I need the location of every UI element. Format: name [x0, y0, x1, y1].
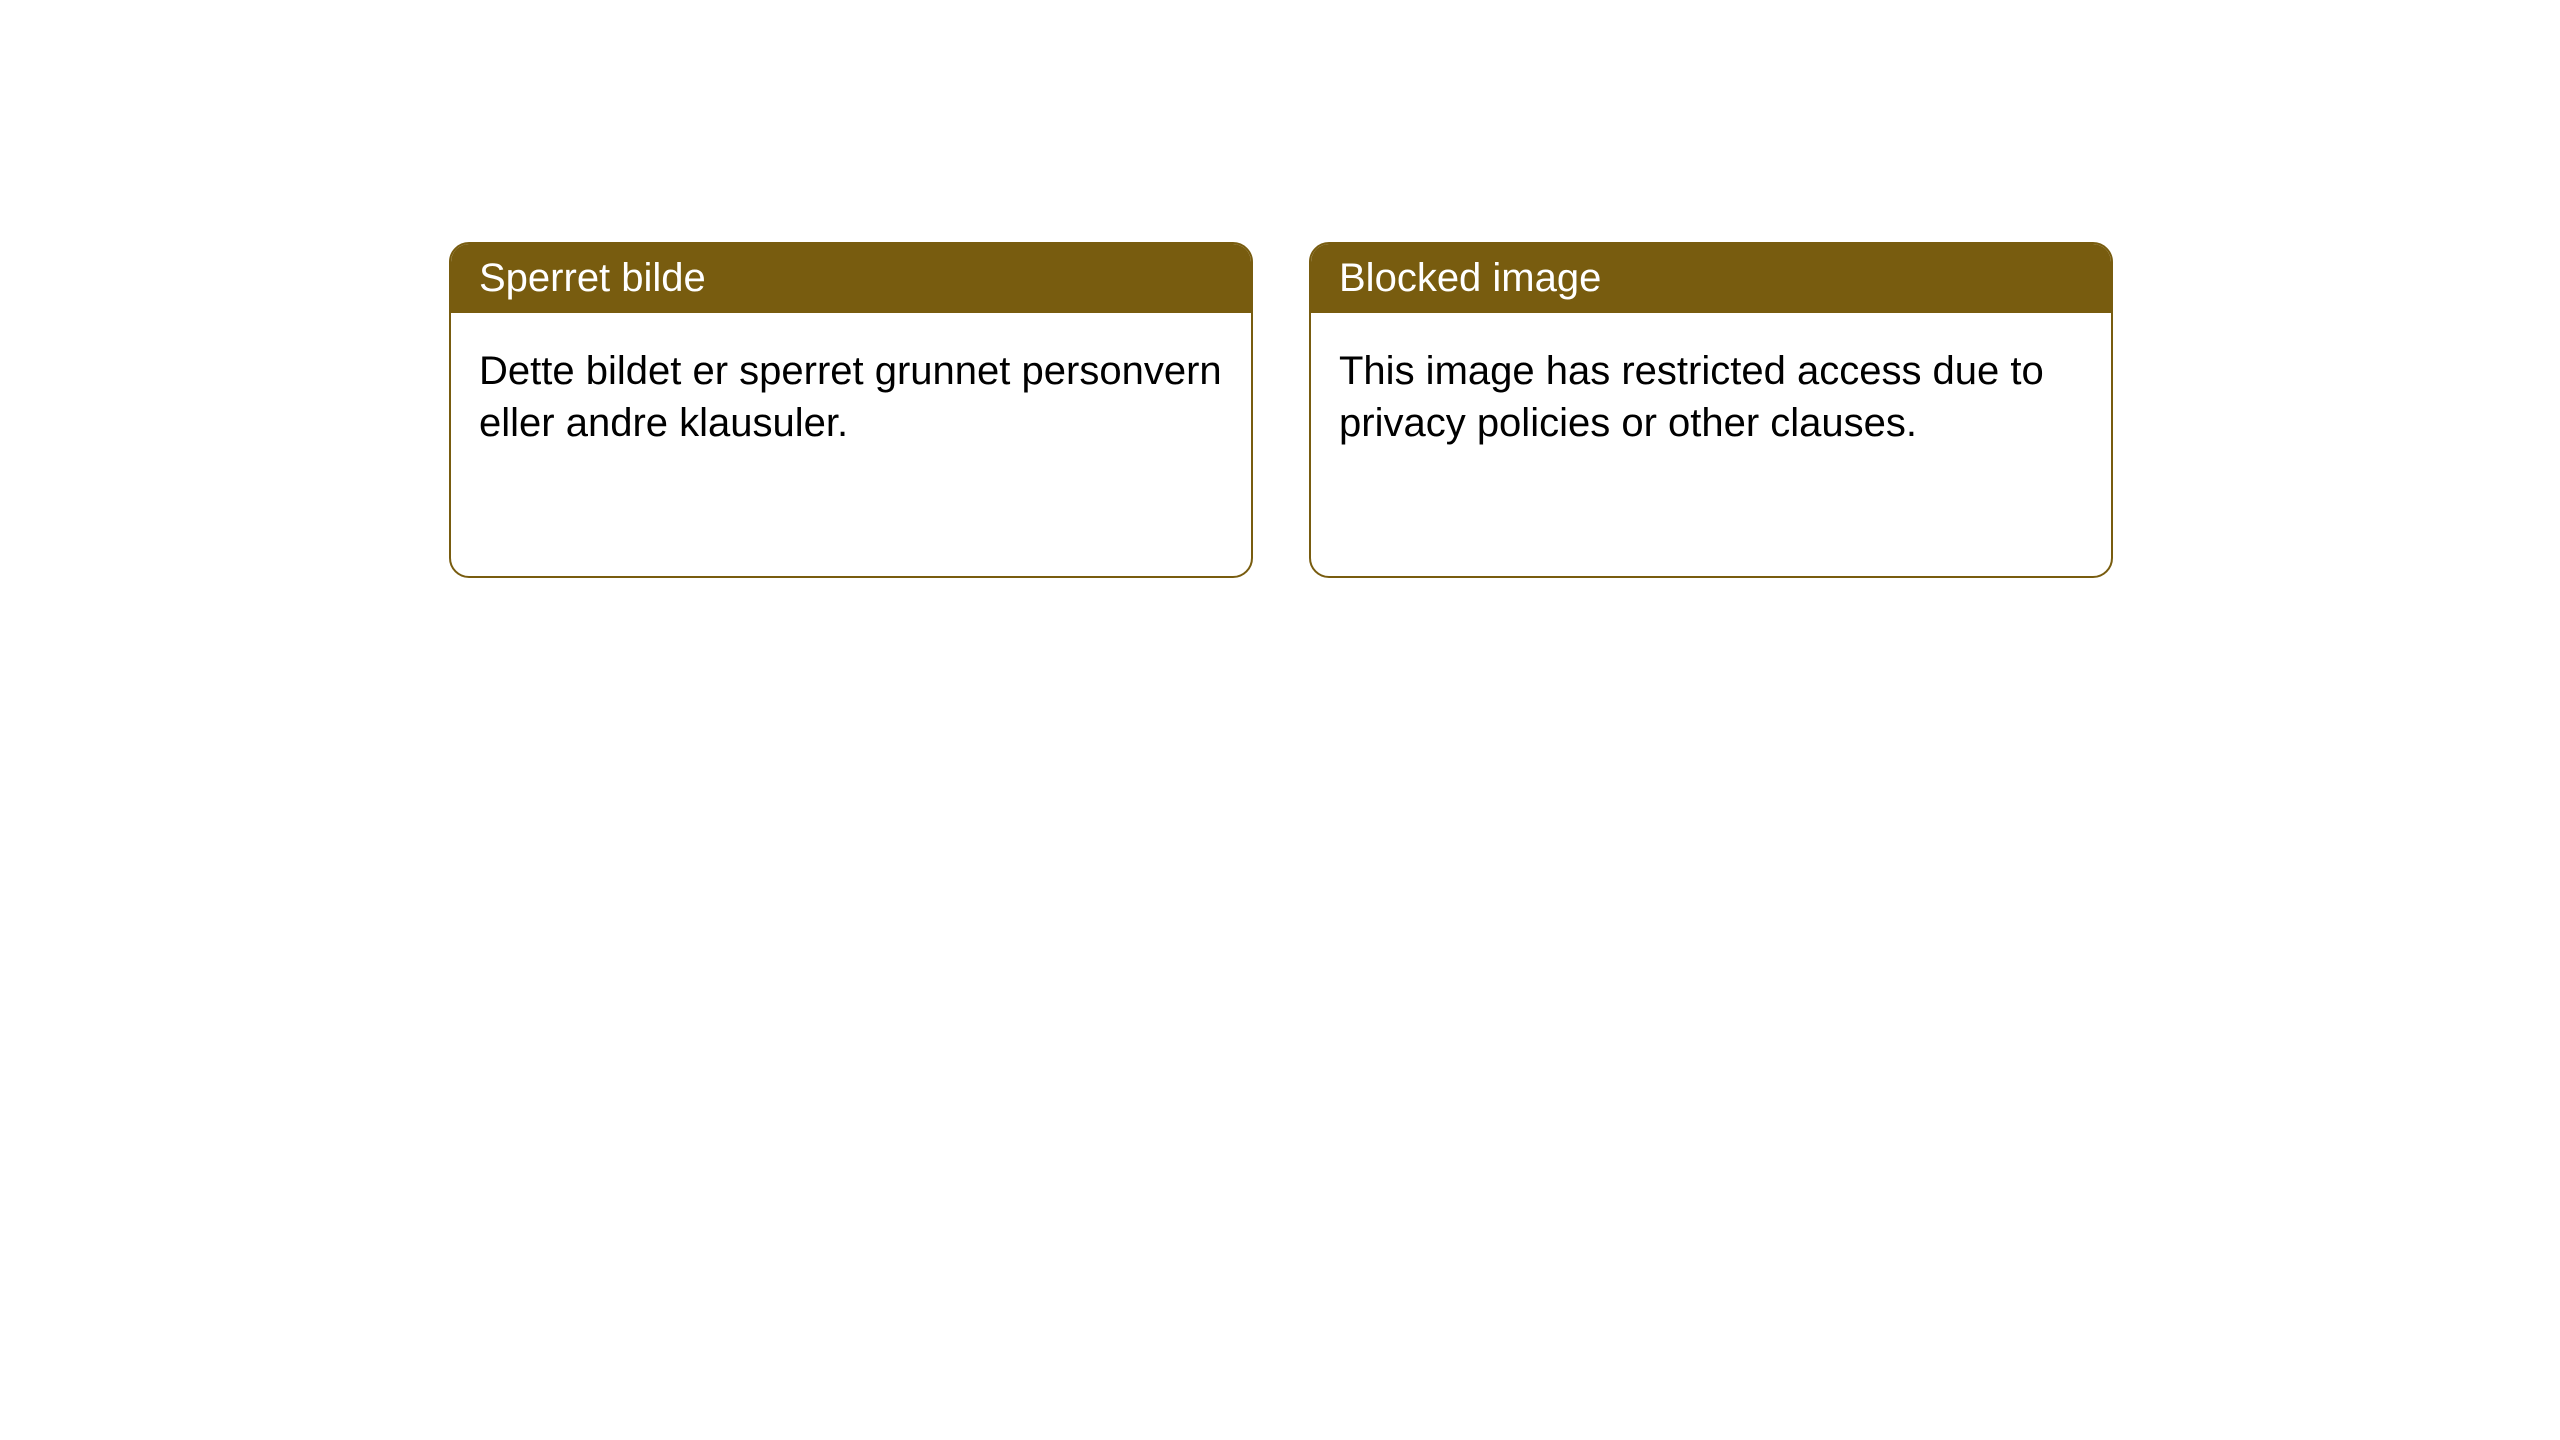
card-title-en: Blocked image — [1311, 244, 2111, 313]
blocked-image-card-no: Sperret bilde Dette bildet er sperret gr… — [449, 242, 1253, 578]
blocked-image-card-en: Blocked image This image has restricted … — [1309, 242, 2113, 578]
card-body-no: Dette bildet er sperret grunnet personve… — [451, 313, 1251, 481]
card-title-no: Sperret bilde — [451, 244, 1251, 313]
card-body-en: This image has restricted access due to … — [1311, 313, 2111, 481]
blocked-image-notices: Sperret bilde Dette bildet er sperret gr… — [449, 242, 2560, 578]
